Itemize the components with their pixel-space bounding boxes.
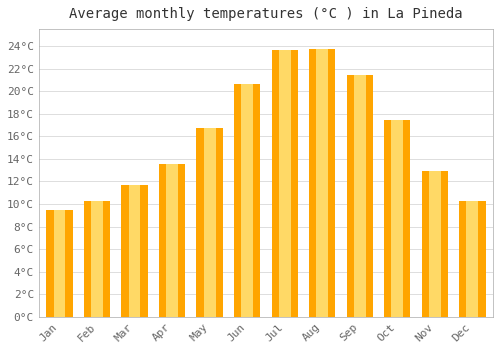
Bar: [46, 210, 72, 317]
Title: Average monthly temperatures (°C ) in La Pineda: Average monthly temperatures (°C ) in La…: [69, 7, 462, 21]
Bar: [122, 185, 148, 317]
Bar: [309, 49, 336, 317]
Bar: [466, 201, 478, 317]
Bar: [84, 201, 110, 317]
Bar: [316, 49, 328, 317]
Bar: [354, 75, 366, 317]
Bar: [128, 185, 140, 317]
Bar: [54, 210, 66, 317]
Bar: [204, 128, 216, 317]
Bar: [429, 171, 441, 317]
Bar: [241, 84, 253, 317]
Bar: [422, 171, 448, 317]
Bar: [272, 50, 298, 317]
Bar: [392, 120, 403, 317]
Bar: [279, 50, 290, 317]
Bar: [346, 75, 373, 317]
Bar: [196, 128, 223, 317]
Bar: [234, 84, 260, 317]
Bar: [91, 201, 103, 317]
Bar: [159, 164, 185, 317]
Bar: [166, 164, 178, 317]
Bar: [460, 201, 485, 317]
Bar: [384, 120, 410, 317]
